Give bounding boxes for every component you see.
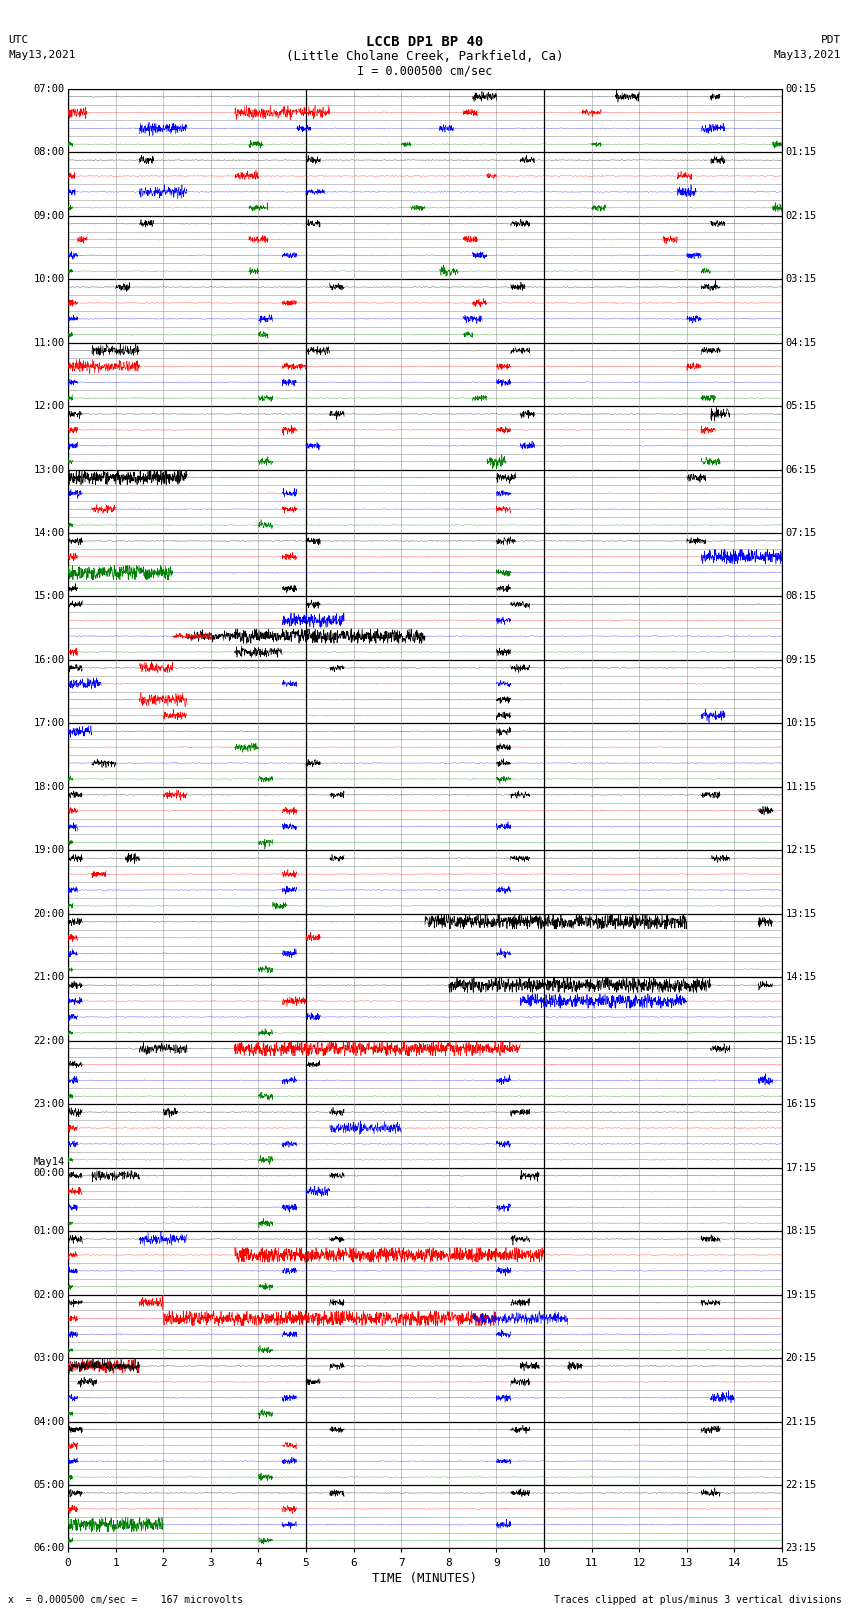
Text: 10:15: 10:15 — [785, 718, 817, 729]
Text: 09:15: 09:15 — [785, 655, 817, 665]
Text: 15:15: 15:15 — [785, 1036, 817, 1045]
Text: 11:15: 11:15 — [785, 782, 817, 792]
Text: 12:15: 12:15 — [785, 845, 817, 855]
Text: 17:15: 17:15 — [785, 1163, 817, 1173]
Text: 23:15: 23:15 — [785, 1544, 817, 1553]
Text: 04:00: 04:00 — [33, 1416, 65, 1426]
Text: 21:00: 21:00 — [33, 973, 65, 982]
Text: 13:00: 13:00 — [33, 465, 65, 474]
Text: 13:15: 13:15 — [785, 908, 817, 919]
Text: 20:00: 20:00 — [33, 908, 65, 919]
Text: 18:15: 18:15 — [785, 1226, 817, 1236]
Text: (Little Cholane Creek, Parkfield, Ca): (Little Cholane Creek, Parkfield, Ca) — [286, 50, 564, 63]
Text: 17:00: 17:00 — [33, 718, 65, 729]
Text: 08:00: 08:00 — [33, 147, 65, 156]
Text: 03:15: 03:15 — [785, 274, 817, 284]
Text: 11:00: 11:00 — [33, 337, 65, 347]
Text: Traces clipped at plus/minus 3 vertical divisions: Traces clipped at plus/minus 3 vertical … — [553, 1595, 842, 1605]
Text: May13,2021: May13,2021 — [8, 50, 76, 60]
Text: 08:15: 08:15 — [785, 592, 817, 602]
Text: 03:00: 03:00 — [33, 1353, 65, 1363]
Text: PDT: PDT — [821, 35, 842, 45]
Text: 16:00: 16:00 — [33, 655, 65, 665]
X-axis label: TIME (MINUTES): TIME (MINUTES) — [372, 1571, 478, 1584]
Text: 14:15: 14:15 — [785, 973, 817, 982]
Text: 06:15: 06:15 — [785, 465, 817, 474]
Text: I = 0.000500 cm/sec: I = 0.000500 cm/sec — [357, 65, 493, 77]
Text: 18:00: 18:00 — [33, 782, 65, 792]
Text: 01:15: 01:15 — [785, 147, 817, 156]
Text: 02:15: 02:15 — [785, 211, 817, 221]
Text: 06:00: 06:00 — [33, 1544, 65, 1553]
Text: May14
00:00: May14 00:00 — [33, 1157, 65, 1179]
Text: 21:15: 21:15 — [785, 1416, 817, 1426]
Text: 07:15: 07:15 — [785, 527, 817, 539]
Text: UTC: UTC — [8, 35, 29, 45]
Text: 05:15: 05:15 — [785, 402, 817, 411]
Text: 22:00: 22:00 — [33, 1036, 65, 1045]
Text: 22:15: 22:15 — [785, 1481, 817, 1490]
Text: 12:00: 12:00 — [33, 402, 65, 411]
Text: 09:00: 09:00 — [33, 211, 65, 221]
Text: May13,2021: May13,2021 — [774, 50, 842, 60]
Text: 19:15: 19:15 — [785, 1290, 817, 1300]
Text: 14:00: 14:00 — [33, 527, 65, 539]
Text: 00:15: 00:15 — [785, 84, 817, 94]
Text: 02:00: 02:00 — [33, 1290, 65, 1300]
Text: 15:00: 15:00 — [33, 592, 65, 602]
Text: 04:15: 04:15 — [785, 337, 817, 347]
Text: 23:00: 23:00 — [33, 1098, 65, 1110]
Text: 01:00: 01:00 — [33, 1226, 65, 1236]
Text: 05:00: 05:00 — [33, 1481, 65, 1490]
Text: LCCB DP1 BP 40: LCCB DP1 BP 40 — [366, 35, 484, 50]
Text: 19:00: 19:00 — [33, 845, 65, 855]
Text: 07:00: 07:00 — [33, 84, 65, 94]
Text: 10:00: 10:00 — [33, 274, 65, 284]
Text: 16:15: 16:15 — [785, 1098, 817, 1110]
Text: x  = 0.000500 cm/sec =    167 microvolts: x = 0.000500 cm/sec = 167 microvolts — [8, 1595, 243, 1605]
Text: 20:15: 20:15 — [785, 1353, 817, 1363]
